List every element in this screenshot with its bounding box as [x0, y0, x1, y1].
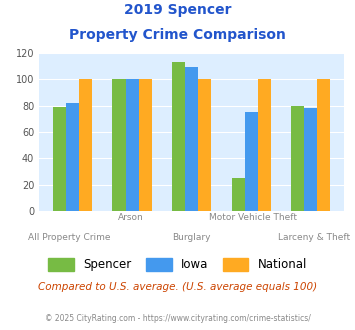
Bar	[53, 107, 66, 211]
Bar	[258, 79, 271, 211]
Text: Property Crime Comparison: Property Crime Comparison	[69, 28, 286, 42]
Text: 2019 Spencer: 2019 Spencer	[124, 3, 231, 17]
Text: Burglary: Burglary	[173, 233, 211, 242]
Bar	[185, 67, 198, 211]
Bar	[139, 79, 152, 211]
Bar	[231, 178, 245, 211]
Text: Arson: Arson	[118, 213, 143, 222]
Bar	[291, 106, 304, 211]
Bar	[317, 79, 331, 211]
Text: Compared to U.S. average. (U.S. average equals 100): Compared to U.S. average. (U.S. average …	[38, 282, 317, 292]
Text: Motor Vehicle Theft: Motor Vehicle Theft	[209, 213, 297, 222]
Bar	[172, 62, 185, 211]
Bar	[113, 79, 126, 211]
Bar	[304, 108, 317, 211]
Bar	[66, 103, 79, 211]
Bar	[245, 112, 258, 211]
Bar	[126, 79, 139, 211]
Text: All Property Crime: All Property Crime	[28, 233, 111, 242]
Bar	[198, 79, 211, 211]
Legend: Spencer, Iowa, National: Spencer, Iowa, National	[42, 252, 313, 277]
Bar	[79, 79, 92, 211]
Text: Larceny & Theft: Larceny & Theft	[278, 233, 350, 242]
Text: © 2025 CityRating.com - https://www.cityrating.com/crime-statistics/: © 2025 CityRating.com - https://www.city…	[45, 314, 310, 323]
